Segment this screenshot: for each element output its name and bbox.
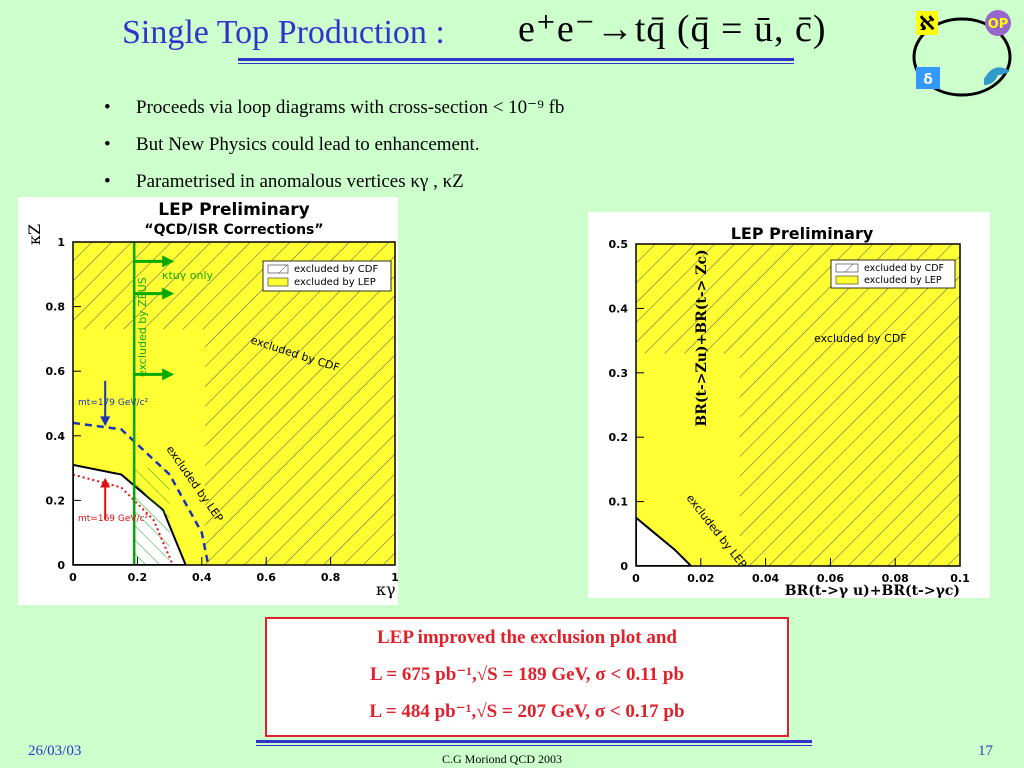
y-tick-label: 0 [620, 560, 628, 573]
legend-swatch-cdf [267, 264, 289, 274]
title-underline [238, 58, 794, 61]
y-tick-label: 0.3 [609, 367, 629, 380]
br-exclusion-chart: LEP Preliminary 0 0.02 0.04 0.06 0.08 0.1 0 0.1… [609, 224, 970, 599]
footer-date: 26/03/03 [28, 743, 82, 759]
annotation-mt169: mt=169 GeV/c² [78, 514, 149, 524]
l3-logo-icon [984, 67, 1010, 85]
x-tick-label: 0 [69, 571, 77, 584]
y-tick-label: 1 [57, 236, 65, 249]
result-189: L = 675 pb⁻¹,√S = 189 GeV, σ < 0.11 pb [369, 664, 685, 685]
bullet-item: But New Physics could lead to enhancemen… [104, 131, 564, 168]
y-tick-label: 0 [57, 559, 65, 572]
annotation-excluded-cdf: excluded by CDF [814, 332, 907, 345]
aleph-logo-icon [916, 11, 938, 35]
x-tick-label: 0.02 [687, 572, 714, 585]
y-tick-label: 0.1 [609, 496, 629, 509]
cdf-excluded-region [636, 244, 960, 566]
plot-frame [72, 241, 396, 566]
x-tick-label: 0.2 [128, 571, 148, 584]
x-axis-label: κγ [376, 580, 396, 599]
y-tick-label: 0.4 [609, 302, 629, 315]
logo-ring-icon: ℵ OP δ [912, 10, 1012, 97]
arrowhead-mt169 [100, 477, 111, 488]
x-tick-label: 0.4 [192, 571, 212, 584]
chart-subtitle: “QCD/ISR Corrections” [144, 222, 323, 238]
x-tick-label: 1 [391, 571, 398, 584]
delphi-logo-icon [916, 67, 940, 89]
svg-text:δ: δ [923, 72, 933, 88]
allowed-region [636, 516, 693, 566]
y-tick-label: 0.8 [46, 301, 66, 314]
opal-logo-icon [985, 10, 1011, 36]
zeus-hatch-region [134, 468, 170, 565]
chart-title: LEP Preliminary [731, 224, 874, 243]
y-tick-label: 0.2 [46, 494, 66, 507]
annotation-excluded-zeus: excluded by ZEUS [136, 277, 149, 377]
zeus-arrowhead [162, 368, 175, 381]
svg-text:ℵ: ℵ [919, 11, 935, 35]
title-formula: e⁺e⁻→tq̄ (q̄ = ū, c̄) [518, 8, 827, 50]
contour-mt179 [73, 421, 210, 565]
svg-text:OP: OP [988, 17, 1009, 32]
plot-frame [635, 243, 961, 567]
annotation-ktug-only: κtuγ only [162, 269, 214, 282]
legend-swatch-lep [835, 275, 859, 285]
chart-title: LEP Preliminary [158, 200, 309, 220]
legend-label-cdf: excluded by CDF [864, 263, 944, 274]
br-exclusion-plot: LEP Preliminary 0 0.02 0.04 0.06 0.08 0.1 0 0.1… [588, 212, 990, 599]
y-tick-label: 0.4 [46, 430, 66, 443]
y-tick-label: 0.5 [609, 238, 629, 251]
footer-conference: C.G Moriond QCD 2003 [442, 752, 563, 766]
footer-page-number: 17 [978, 743, 993, 759]
footer-rule-thin [256, 745, 812, 746]
footer-rule [256, 740, 812, 743]
x-tick-label: 0.8 [321, 571, 341, 584]
bullet-list: Proceeds via loop diagrams with cross-se… [104, 94, 564, 205]
x-tick-label: 0.06 [817, 572, 844, 585]
x-tick-label: 0.6 [256, 571, 276, 584]
x-tick-label: 0 [632, 572, 640, 585]
legend-swatch-lep [267, 277, 289, 287]
x-tick-label: 0.1 [950, 572, 970, 585]
arrowhead-mt179 [100, 416, 111, 427]
x-tick-label: 0.04 [752, 572, 779, 585]
bullet-item: Proceeds via loop diagrams with cross-se… [104, 94, 564, 131]
results-box: LEP improved the exclusion plot and L = … [265, 617, 789, 737]
zeus-arrowhead [162, 255, 175, 268]
contour-mt169 [73, 473, 174, 565]
result-207: L = 484 pb⁻¹,√S = 207 GeV, σ < 0.17 pb [369, 701, 685, 722]
x-tick-label: 0.08 [882, 572, 909, 585]
slide-title: Single Top Production : [122, 14, 445, 51]
results-heading: LEP improved the exclusion plot and [376, 627, 677, 648]
y-axis-label: BR(t->Zu)+BR(t-> Zc) [694, 249, 710, 426]
legend-swatch-cdf [835, 263, 859, 273]
annotation-mt179: mt=179 GeV/c² [78, 398, 149, 408]
legend-label-cdf: excluded by CDF [294, 264, 378, 275]
y-axis-label: κZ [25, 224, 44, 245]
legend-label-lep: excluded by LEP [864, 275, 942, 286]
y-tick-label: 0.2 [609, 431, 629, 444]
cdf-excluded-region [73, 242, 395, 565]
title-underline-thin [238, 63, 794, 64]
legend-label-lep: excluded by LEP [294, 277, 376, 288]
x-axis-label: BR(t->γ u)+BR(t->γc) [785, 583, 960, 598]
y-tick-label: 0.6 [46, 365, 66, 378]
zeus-arrowhead [162, 287, 175, 300]
bullet-item: Parametrised in anomalous vertices κγ , … [104, 168, 564, 205]
